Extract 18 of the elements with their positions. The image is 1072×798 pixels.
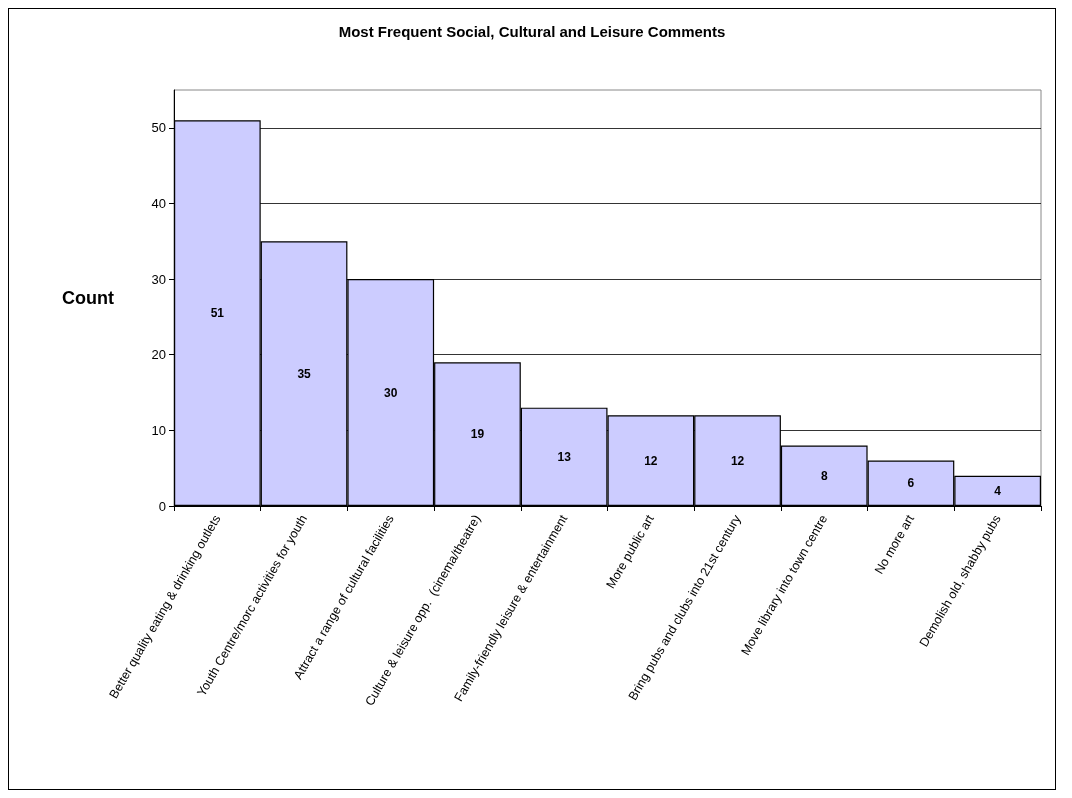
data-label: 6 xyxy=(907,476,915,491)
data-label: 8 xyxy=(820,468,828,483)
chart-title: Most Frequent Social, Cultural and Leisure Comments xyxy=(338,23,726,40)
data-label: 19 xyxy=(470,427,485,442)
y-tick-label: 0 xyxy=(158,498,166,514)
y-tick-label: 40 xyxy=(151,195,166,211)
y-tick-label: 50 xyxy=(151,120,166,136)
y-tick-label: 10 xyxy=(151,422,166,438)
y-axis-title: Count xyxy=(62,288,114,308)
data-label: 12 xyxy=(730,453,745,468)
data-label: 12 xyxy=(644,453,658,468)
y-tick-label: 20 xyxy=(151,347,166,363)
data-label: 35 xyxy=(297,366,312,381)
data-label: 13 xyxy=(557,449,572,464)
data-label: 30 xyxy=(384,385,398,400)
data-label: 4 xyxy=(994,483,1002,498)
data-label: 51 xyxy=(210,306,225,321)
y-tick-label: 30 xyxy=(151,271,166,287)
